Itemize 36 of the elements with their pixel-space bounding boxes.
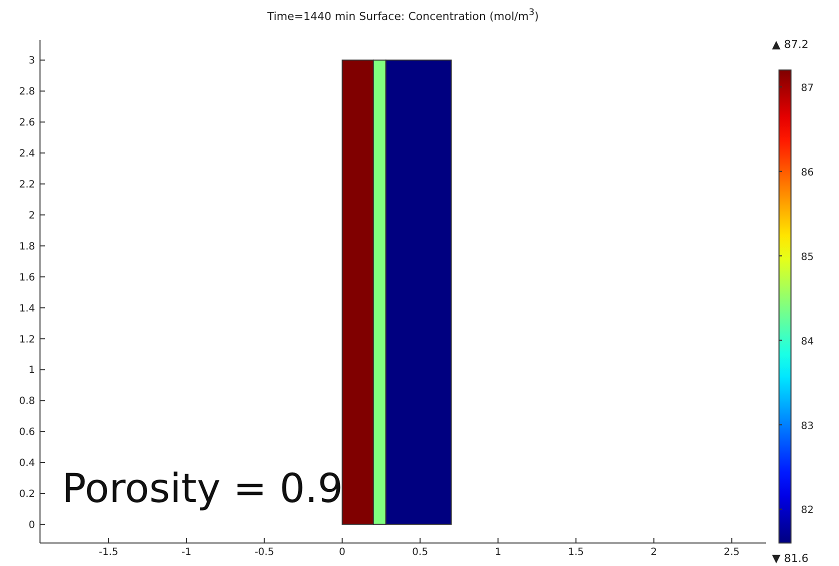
annotation: Porosity = 0.9 bbox=[62, 466, 344, 512]
y-tick-label: 1.4 bbox=[19, 303, 35, 314]
x-tick-label: 1.5 bbox=[568, 547, 584, 558]
y-tick-label: 0.8 bbox=[19, 396, 35, 408]
y-tick-label: 1.6 bbox=[19, 272, 35, 284]
text: ▼ 81.6 bbox=[772, 552, 808, 565]
y-tick-label: 1.8 bbox=[19, 241, 35, 252]
x-tick-label: 1 bbox=[494, 547, 502, 558]
y-tick-label: 1 bbox=[28, 365, 35, 376]
color-bar-label: 84 bbox=[801, 336, 814, 348]
color-bar-label: 86 bbox=[801, 167, 814, 178]
y-tick-label: 2 bbox=[28, 210, 35, 222]
x-tick-label: 0.5 bbox=[412, 547, 428, 558]
x-tick-label: 2 bbox=[650, 547, 658, 558]
colour-scale: 82 83 84 85 86 87 bbox=[778, 70, 814, 544]
y-tick-label: 3 bbox=[28, 56, 35, 67]
x-tick-label: -1 bbox=[181, 547, 192, 558]
y-tick-label: 2.8 bbox=[19, 86, 35, 98]
y-tick-label: 2.6 bbox=[19, 118, 35, 129]
x-tick-label: 0 bbox=[339, 547, 346, 558]
x-tick-label: -0.5 bbox=[254, 547, 274, 558]
y-tick-label: 0.2 bbox=[19, 489, 35, 500]
y-tick-label: 1.2 bbox=[19, 334, 35, 346]
y-tick-label: 0.6 bbox=[19, 427, 35, 438]
x-tick-label: 2.5 bbox=[724, 547, 740, 558]
color-bar-label: 82 bbox=[801, 505, 814, 516]
y-tick-label: 0.4 bbox=[19, 458, 35, 470]
text: ▲ 87.2 bbox=[772, 38, 808, 51]
color-bar-label: 85 bbox=[801, 252, 814, 263]
chart-title: Time=1440 min Surface: Concentration (mol/m$^{3}$) bbox=[266, 8, 539, 23]
color-bar-label: 83 bbox=[801, 420, 814, 432]
y-tick-label: 2.4 bbox=[19, 148, 35, 160]
y-tick-label: 0 bbox=[28, 520, 35, 531]
y-tick-label: 2.2 bbox=[19, 179, 35, 190]
color-bar-label: 87 bbox=[801, 82, 814, 94]
x-tick-label: -1.5 bbox=[98, 547, 118, 558]
